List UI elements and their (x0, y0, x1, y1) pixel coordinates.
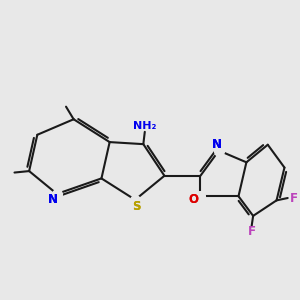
Text: F: F (248, 225, 256, 238)
Text: N: N (212, 138, 222, 151)
Text: N: N (48, 193, 58, 206)
Text: F: F (290, 191, 298, 205)
Text: N: N (48, 193, 58, 206)
Text: O: O (188, 193, 198, 206)
Text: S: S (132, 200, 140, 213)
Text: NH₂: NH₂ (133, 121, 157, 131)
Text: N: N (212, 138, 222, 151)
Text: O: O (188, 193, 198, 206)
Text: S: S (132, 200, 140, 213)
